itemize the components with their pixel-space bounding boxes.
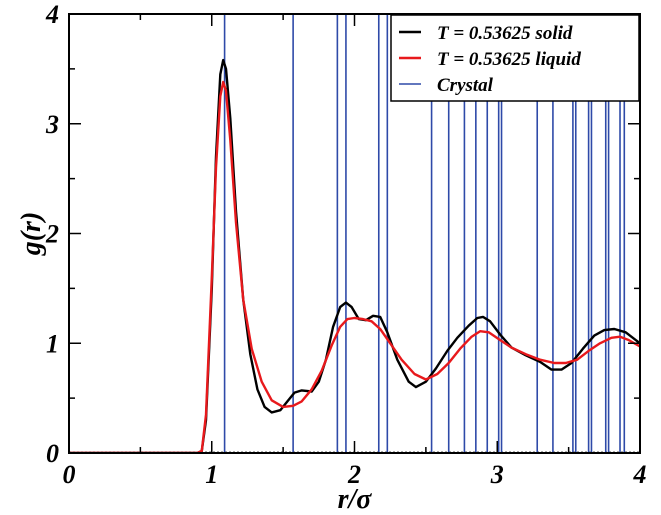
x-tick-label: 2 [347, 460, 361, 489]
x-tick-label: 4 [633, 460, 647, 489]
x-tick-label: 3 [490, 460, 504, 489]
x-axis-label: r/σ [338, 484, 373, 515]
x-tick-label: 1 [205, 460, 218, 489]
y-tick-label: 4 [45, 0, 59, 29]
series-line-0 [69, 58, 640, 453]
legend-entry-label: Crystal [437, 75, 494, 96]
y-tick-label: 3 [45, 110, 59, 139]
legend-box [390, 14, 640, 102]
x-tick-label: 0 [63, 460, 76, 489]
y-tick-label: 2 [45, 220, 59, 249]
y-tick-label: 0 [46, 439, 59, 468]
series-line-1 [69, 80, 640, 453]
y-tick-label: 1 [46, 329, 59, 358]
legend: T = 0.53625 solid T = 0.53625 liquid Cryst… [390, 14, 640, 102]
axes: 0 1 2 3 4 0 1 2 3 4 r/σ g(r) [16, 0, 647, 515]
legend-entry-label: T = 0.53625 solid [437, 23, 573, 44]
legend-entry-label: T = 0.53625 liquid [437, 49, 581, 70]
y-axis-label: g(r) [16, 212, 47, 257]
